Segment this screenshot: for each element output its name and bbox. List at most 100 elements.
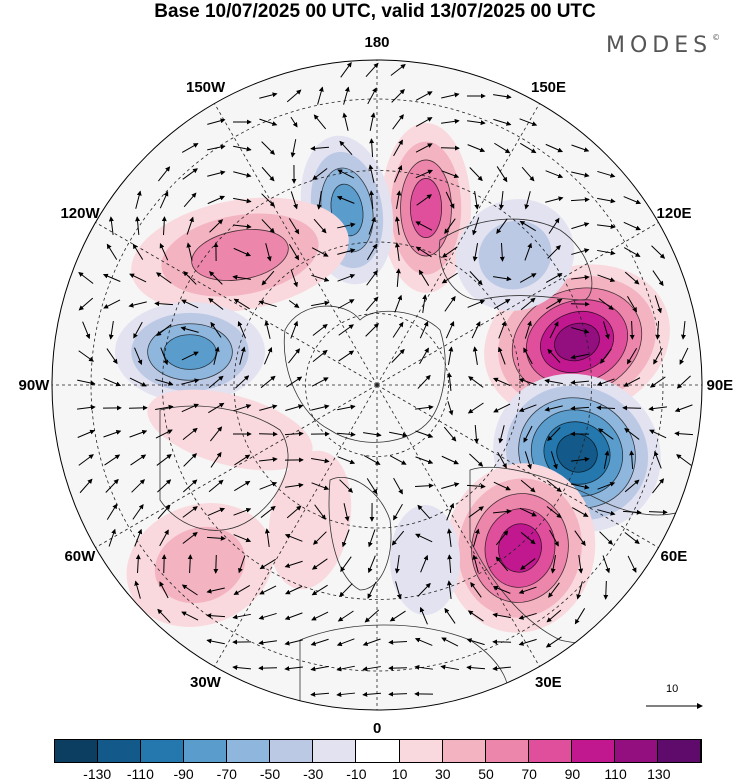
wind-arrow [520, 142, 537, 154]
wind-arrow [546, 298, 563, 310]
wind-arrow [208, 402, 225, 414]
wind-arrow [649, 376, 666, 388]
wind-arrow [393, 503, 403, 521]
wind-arrow [499, 242, 505, 262]
wind-arrow [391, 89, 405, 103]
wind-arrow [653, 450, 662, 469]
wind-arrow [337, 169, 355, 179]
wind-arrow [623, 377, 641, 387]
wind-arrow [394, 555, 400, 574]
wind-arrow [415, 404, 434, 410]
wind-arrow [467, 610, 484, 622]
wind-arrow [676, 454, 692, 466]
wind-arrow [181, 378, 200, 385]
wind-arrow [652, 270, 664, 287]
wind-arrow [651, 245, 666, 259]
wind-arrow [471, 321, 481, 339]
wind-arrow [78, 454, 94, 466]
colorbar-swatch [571, 740, 615, 762]
wind-arrow [472, 554, 479, 573]
wind-arrow [520, 531, 536, 545]
wind-arrow [128, 301, 147, 308]
wind-arrow [571, 456, 590, 462]
wind-arrow [181, 584, 198, 596]
wind-arrow [546, 506, 562, 519]
longitude-label: 90E [706, 376, 734, 394]
wind-arrow [420, 554, 429, 573]
wind-arrow [336, 692, 356, 697]
wind-arrow [395, 268, 401, 288]
wind-arrow [493, 276, 512, 282]
wind-arrow [576, 581, 583, 600]
wind-arrow [290, 269, 298, 288]
wind-arrow [549, 529, 559, 547]
wind-arrow [624, 479, 640, 493]
wind-arrow [133, 321, 143, 339]
wind-arrow [498, 320, 507, 339]
wind-arrow [155, 404, 174, 410]
wind-arrow [394, 164, 403, 183]
wind-arrow [441, 118, 460, 124]
wind-arrow [546, 609, 562, 623]
colorbar-tick-label: -30 [303, 766, 324, 782]
wind-arrow [82, 321, 91, 340]
wind-arrow [311, 377, 329, 387]
wind-arrow [135, 554, 141, 574]
wind-arrow [629, 320, 635, 340]
wind-arrow [311, 247, 329, 257]
wind-arrow [393, 139, 403, 157]
wind-arrow [550, 451, 558, 470]
wind-arrow [365, 296, 379, 312]
wind-arrow [208, 479, 224, 493]
wind-arrow [367, 87, 377, 105]
meridian-line [95, 384, 378, 548]
wind-arrow [415, 91, 433, 101]
wind-arrow [679, 347, 689, 365]
wind-arrow [286, 89, 302, 103]
wind-arrow [78, 350, 94, 362]
wind-arrow [419, 347, 429, 365]
wind-arrow [259, 404, 278, 411]
wind-arrow [570, 405, 590, 411]
wind-arrow [519, 220, 536, 232]
wind-arrow [284, 431, 304, 437]
wind-arrow [181, 299, 199, 309]
coastline [159, 405, 289, 531]
wind-arrow [337, 273, 356, 282]
wind-arrow [288, 300, 300, 309]
wind-vectors [77, 62, 694, 697]
reference-vector-arrow [646, 703, 703, 709]
wind-arrow [652, 478, 665, 494]
wind-arrow [571, 144, 590, 152]
wind-arrow [155, 272, 172, 284]
wind-arrow [626, 348, 638, 365]
longitude-label: 60W [64, 548, 96, 565]
wind-arrow [311, 300, 330, 307]
meridian-line [95, 222, 378, 386]
wind-arrow [155, 429, 173, 439]
wind-arrow [574, 530, 586, 546]
colorbar-swatch [98, 740, 142, 762]
wind-arrow [549, 321, 559, 339]
wind-arrow [523, 347, 533, 365]
wind-arrow [134, 528, 143, 547]
wind-arrow [444, 607, 456, 624]
reference-vector-label: 10 [666, 683, 679, 695]
wind-arrow [233, 298, 250, 310]
wind-arrow [417, 582, 431, 597]
wind-arrow [518, 586, 537, 594]
wind-arrow [414, 664, 433, 670]
wind-arrow [545, 636, 562, 648]
wind-arrow [518, 612, 537, 620]
wind-arrow [259, 481, 278, 490]
wind-arrow [207, 118, 226, 125]
wind-arrow [181, 351, 199, 361]
colorbar-tick-label: -70 [216, 766, 237, 782]
map-boundary [51, 59, 703, 711]
wind-arrow [447, 401, 454, 416]
wind-arrow [419, 606, 428, 625]
wind-arrow [440, 664, 459, 671]
wind-arrow [520, 297, 536, 311]
wind-arrow [233, 247, 251, 257]
wind-arrow [343, 86, 350, 105]
